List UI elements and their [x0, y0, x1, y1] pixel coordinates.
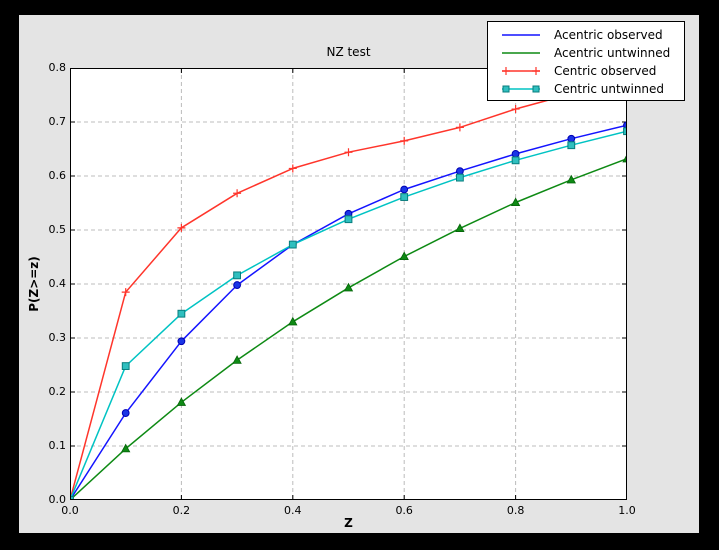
legend-item: Acentric untwinned: [501, 44, 684, 62]
x-tick-label: 1.0: [618, 504, 636, 517]
y-tick-label: 0.5: [48, 223, 67, 236]
x-axis-label: Z: [344, 516, 353, 530]
legend-label: Acentric untwinned: [554, 46, 671, 60]
plot-svg: [70, 68, 627, 500]
x-tick-label: 0.2: [172, 504, 191, 517]
x-tick-label: 0.0: [61, 504, 79, 517]
legend-item: Centric observed: [501, 62, 684, 80]
legend-label: Centric untwinned: [554, 82, 665, 96]
y-tick-label: 0.0: [48, 493, 67, 506]
y-tick-label: 0.8: [48, 61, 67, 74]
chart-title: NZ test: [326, 45, 371, 59]
y-axis-label: P(Z>=z): [27, 256, 41, 312]
legend-sample-line: [502, 67, 540, 75]
legend-item: Centric untwinned: [501, 80, 684, 98]
legend-sample-line: [502, 34, 540, 36]
figure-canvas: NZ test P(Z>=z) Z 0.0 0.2 0.4 0.6 0.8 1.0 0.0…: [19, 15, 699, 533]
y-tick-label: 0.2: [48, 385, 67, 398]
y-tick-label: 0.7: [48, 115, 67, 128]
x-tick-label: 0.8: [506, 504, 525, 517]
legend-sample-line: [502, 52, 540, 54]
legend: Acentric observed Acentric untwinned Centr…: [487, 21, 685, 101]
y-tick-label: 0.3: [48, 331, 67, 344]
legend-label: Centric observed: [554, 64, 657, 78]
y-tick-label: 0.6: [48, 169, 67, 182]
legend-label: Acentric observed: [554, 28, 663, 42]
y-tick-label: 0.4: [48, 277, 67, 290]
y-tick-label: 0.1: [48, 439, 67, 452]
plot-area: [70, 68, 627, 500]
legend-item: Acentric observed: [501, 26, 684, 44]
x-tick-label: 0.6: [395, 504, 413, 517]
x-tick-label: 0.4: [284, 504, 302, 517]
legend-sample-line: [502, 85, 540, 93]
